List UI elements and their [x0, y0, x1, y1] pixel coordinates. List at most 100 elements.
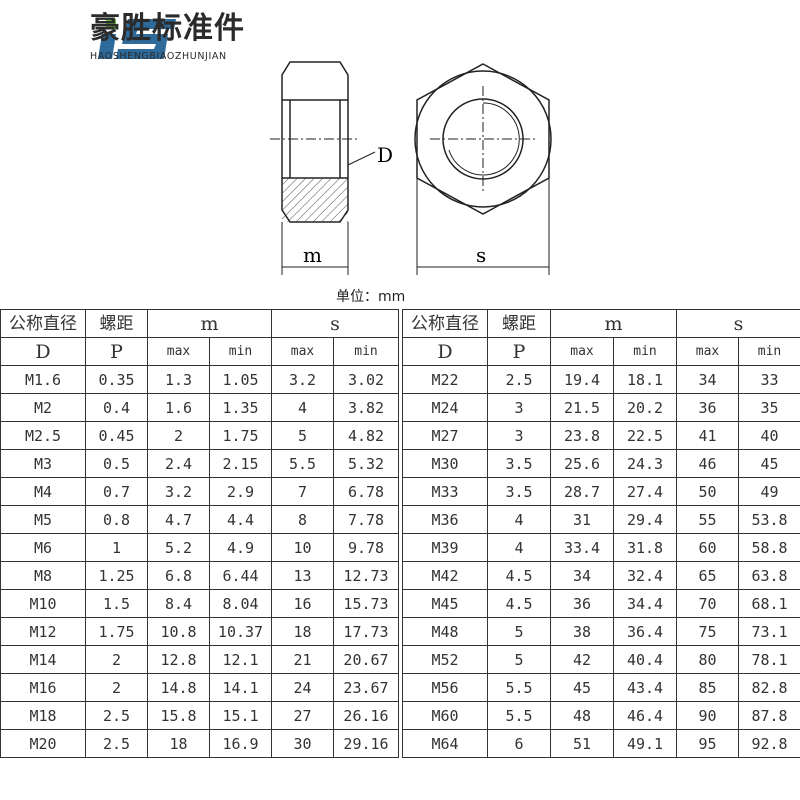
table-cell: 17.73 [332, 617, 400, 646]
table-row: M4 0.7 3.2 2.9 7 6.78 [0, 477, 400, 506]
table-row: M22 2.5 19.4 18.1 34 33 [402, 365, 800, 394]
table-cell: 49.1 [613, 729, 677, 758]
table-cell: 13 [271, 561, 334, 590]
table-row: M56 5.5 45 43.4 85 82.8 [402, 673, 800, 702]
header-p: P [85, 337, 148, 366]
table-row: M6 1 5.2 4.9 10 9.78 [0, 533, 400, 562]
table-cell: 10.37 [209, 617, 272, 646]
table-cell: 34 [550, 561, 614, 590]
table-cell: 32.4 [613, 561, 677, 590]
table-cell: 1 [85, 533, 148, 562]
table-cell: 31.8 [613, 533, 677, 562]
table-row: M10 1.5 8.4 8.04 16 15.73 [0, 589, 400, 618]
table-cell: 12.1 [209, 645, 272, 674]
table-cell: 20.2 [613, 393, 677, 422]
table-cell: M4 [0, 477, 86, 506]
table-cell: 12.8 [147, 645, 210, 674]
table-cell: 15.8 [147, 701, 210, 730]
table-cell: 8 [271, 505, 334, 534]
table-cell: 3.5 [487, 449, 551, 478]
header-s: s [270, 309, 400, 338]
table-cell: M45 [402, 589, 488, 618]
table-cell: 1.05 [209, 365, 272, 394]
table-cell: 4.9 [209, 533, 272, 562]
table-cell: 38 [550, 617, 614, 646]
table-cell: 12.73 [332, 561, 400, 590]
table-row: M36 4 31 29.4 55 53.8 [402, 505, 800, 534]
side-view [270, 61, 376, 275]
table-cell: 36 [676, 393, 739, 422]
table-row: M60 5.5 48 46.4 90 87.8 [402, 701, 800, 730]
table-cell: M48 [402, 617, 488, 646]
table-cell: M33 [402, 477, 488, 506]
table-cell: 15.1 [209, 701, 272, 730]
table-cell: 51 [550, 729, 614, 758]
table-cell: 6.78 [332, 477, 400, 506]
table-cell: 0.35 [85, 365, 148, 394]
header-max: max [271, 337, 334, 366]
table-cell: 34 [676, 365, 739, 394]
table-cell: 36.4 [613, 617, 677, 646]
table-cell: 31 [550, 505, 614, 534]
table-cell: 75 [676, 617, 739, 646]
table-cell: 0.7 [85, 477, 148, 506]
table-cell: 2 [147, 421, 210, 450]
table-row: M33 3.5 28.7 27.4 50 49 [402, 477, 800, 506]
table-cell: 2.5 [487, 365, 551, 394]
table-row: M2 0.4 1.6 1.35 4 3.82 [0, 393, 400, 422]
table-cell: 1.5 [85, 589, 148, 618]
table-cell: 1.75 [209, 421, 272, 450]
table-cell: 33.4 [550, 533, 614, 562]
brand-logo [98, 19, 176, 59]
table-cell: 1.75 [85, 617, 148, 646]
table-cell: 8.4 [147, 589, 210, 618]
table-cell: 14.1 [209, 673, 272, 702]
table-cell: 0.8 [85, 505, 148, 534]
label-m: m [303, 243, 322, 267]
header-d: D [402, 337, 488, 366]
table-cell: 10 [271, 533, 334, 562]
header-max: max [676, 337, 739, 366]
unit-label: 单位：mm [336, 289, 406, 305]
table-cell: 2.9 [209, 477, 272, 506]
table-cell: 30 [271, 729, 334, 758]
table-cell: M42 [402, 561, 488, 590]
header-max: max [147, 337, 210, 366]
table-cell: 1.25 [85, 561, 148, 590]
table-cell: 15.73 [332, 589, 400, 618]
table-cell: 19.4 [550, 365, 614, 394]
table-cell: 63.8 [737, 561, 800, 590]
table-cell: 41 [676, 421, 739, 450]
brand-name: 豪胜标准件 [90, 11, 245, 46]
table-row: M14 2 12.8 12.1 21 20.67 [0, 645, 400, 674]
table-cell: 42 [550, 645, 614, 674]
table-cell: M14 [0, 645, 86, 674]
table-cell: 45 [737, 449, 800, 478]
header-max: max [550, 337, 614, 366]
table-cell: M30 [402, 449, 488, 478]
table-cell: 36 [550, 589, 614, 618]
table-cell: 90 [676, 701, 739, 730]
table-cell: 18 [271, 617, 334, 646]
table-cell: 7 [271, 477, 334, 506]
table-cell: 3 [487, 421, 551, 450]
table-cell: 70 [676, 589, 739, 618]
nut-drawing: D m s [270, 61, 552, 275]
table-cell: 26.16 [332, 701, 400, 730]
table-row: M12 1.75 10.8 10.37 18 17.73 [0, 617, 400, 646]
table-cell: M60 [402, 701, 488, 730]
table-cell: 82.8 [737, 673, 800, 702]
table-cell: 55 [676, 505, 739, 534]
header-min: min [737, 337, 800, 366]
header-p-cn: 螺距 [487, 309, 551, 338]
table-cell: 4.5 [487, 589, 551, 618]
table-cell: M24 [402, 393, 488, 422]
table-cell: M16 [0, 673, 86, 702]
label-d: D [377, 143, 393, 167]
header-d: D [0, 337, 86, 366]
header-min: min [332, 337, 400, 366]
table-cell: 22.5 [613, 421, 677, 450]
table-cell: 24.3 [613, 449, 677, 478]
table-cell: 1.6 [147, 393, 210, 422]
table-cell: M56 [402, 673, 488, 702]
